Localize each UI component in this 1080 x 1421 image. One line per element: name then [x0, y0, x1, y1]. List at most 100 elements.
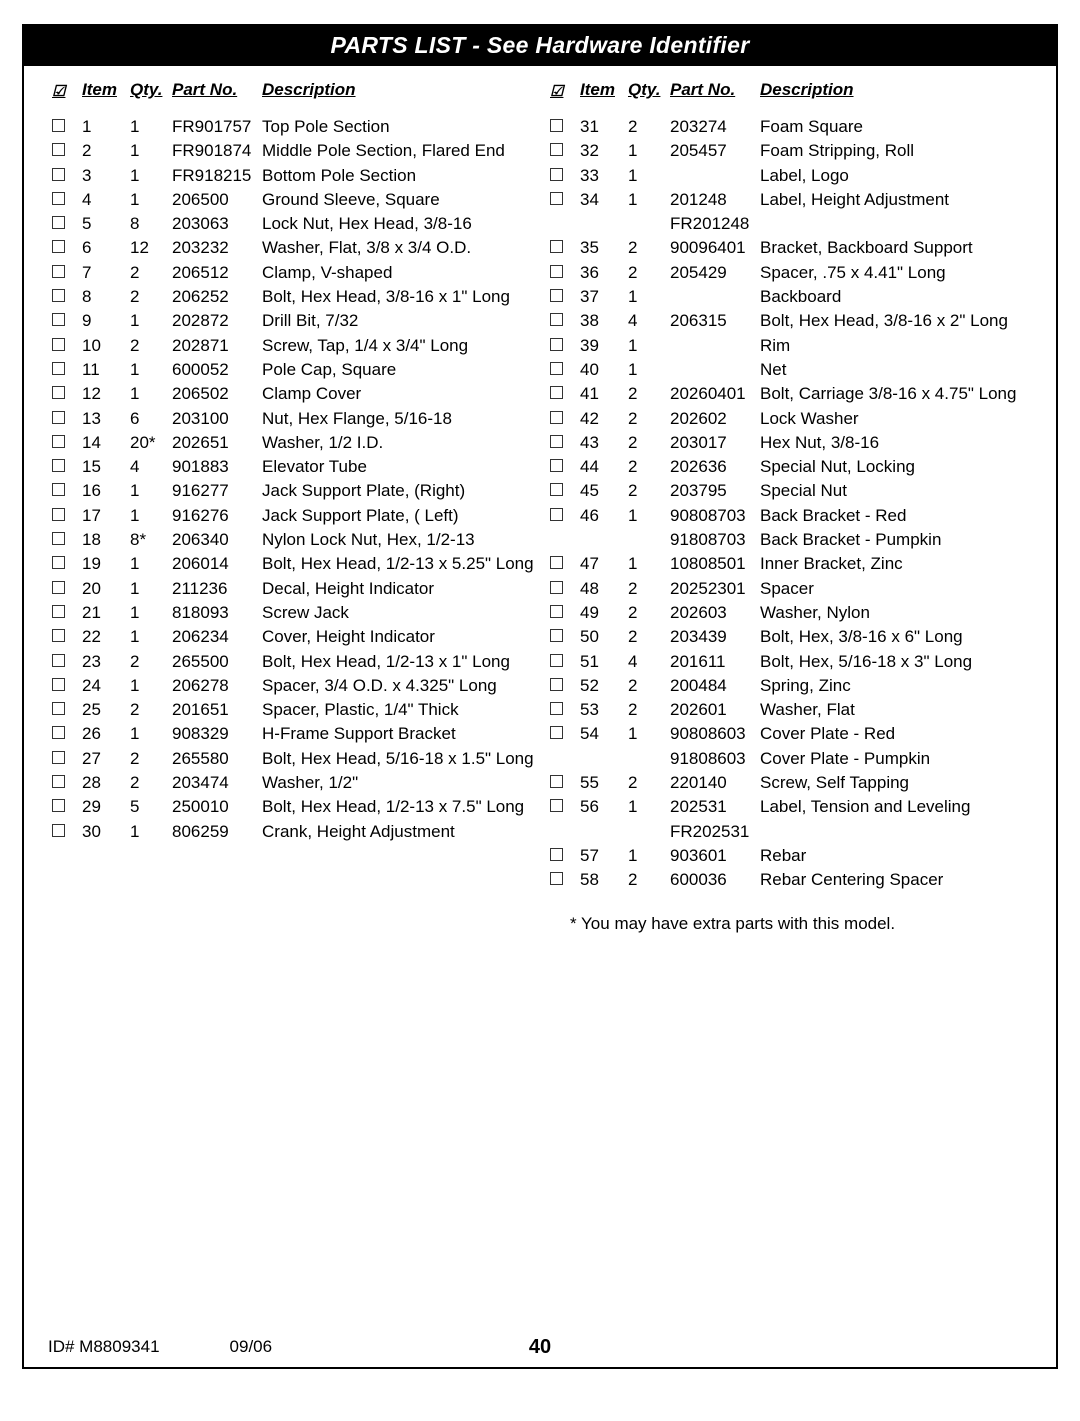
part-no: 250010 — [172, 798, 262, 815]
checkbox[interactable] — [550, 191, 580, 208]
checkbox[interactable] — [52, 215, 82, 232]
qty: 1 — [628, 167, 670, 184]
checkbox[interactable] — [52, 118, 82, 135]
qty: 1 — [130, 628, 172, 645]
checkbox[interactable] — [550, 337, 580, 354]
description: Top Pole Section — [262, 118, 536, 135]
parts-row: 72206512Clamp, V-shaped — [52, 264, 536, 281]
qty: 1 — [628, 507, 670, 524]
item-no: 35 — [580, 239, 628, 256]
checkbox[interactable] — [550, 410, 580, 427]
checkbox[interactable] — [550, 580, 580, 597]
item-no: 13 — [82, 410, 130, 427]
checkbox[interactable] — [550, 142, 580, 159]
checkbox[interactable] — [52, 385, 82, 402]
parts-row: 371Backboard — [550, 288, 1034, 305]
qty: 1 — [628, 798, 670, 815]
parts-row: 31FR918215Bottom Pole Section — [52, 167, 536, 184]
checkbox[interactable] — [550, 507, 580, 524]
checkbox[interactable] — [52, 604, 82, 621]
item-no: 40 — [580, 361, 628, 378]
checkbox[interactable] — [52, 167, 82, 184]
checkbox[interactable] — [52, 507, 82, 524]
checkbox[interactable] — [52, 701, 82, 718]
part-no: 20252301 — [670, 580, 760, 597]
checkbox[interactable] — [550, 677, 580, 694]
part-no: 206502 — [172, 385, 262, 402]
item-no: 34 — [580, 191, 628, 208]
checkbox[interactable] — [52, 653, 82, 670]
checkbox[interactable] — [52, 361, 82, 378]
checkbox[interactable] — [550, 774, 580, 791]
checkbox[interactable] — [52, 580, 82, 597]
parts-row: 35290096401Bracket, Backboard Support — [550, 239, 1034, 256]
checkbox[interactable] — [52, 410, 82, 427]
checkbox[interactable] — [52, 142, 82, 159]
checkbox[interactable] — [52, 337, 82, 354]
checkbox[interactable] — [550, 482, 580, 499]
checkbox[interactable] — [52, 798, 82, 815]
checkbox[interactable] — [52, 434, 82, 451]
checkbox[interactable] — [550, 167, 580, 184]
checkbox[interactable] — [52, 555, 82, 572]
description: Screw Jack — [262, 604, 536, 621]
checkbox[interactable] — [52, 191, 82, 208]
part-no: 201651 — [172, 701, 262, 718]
item-no: 42 — [580, 410, 628, 427]
item-no: 5 — [82, 215, 130, 232]
checkbox[interactable] — [52, 823, 82, 840]
checkbox[interactable] — [550, 604, 580, 621]
description: Screw, Self Tapping — [760, 774, 1034, 791]
checkbox[interactable] — [550, 264, 580, 281]
qty: 1 — [130, 677, 172, 694]
checkbox[interactable] — [52, 725, 82, 742]
parts-row: 161916277Jack Support Plate, (Right) — [52, 482, 536, 499]
checkbox[interactable] — [52, 288, 82, 305]
checkbox[interactable] — [550, 798, 580, 815]
checkbox[interactable] — [550, 434, 580, 451]
parts-row: 82206252Bolt, Hex Head, 3/8-16 x 1" Long — [52, 288, 536, 305]
checkbox[interactable] — [550, 361, 580, 378]
checkbox[interactable] — [52, 482, 82, 499]
checkbox[interactable] — [52, 239, 82, 256]
qty: 2 — [130, 337, 172, 354]
checkbox[interactable] — [550, 385, 580, 402]
description: Screw, Tap, 1/4 x 3/4" Long — [262, 337, 536, 354]
checkbox[interactable] — [52, 677, 82, 694]
checkbox[interactable] — [52, 750, 82, 767]
checkbox[interactable] — [550, 239, 580, 256]
checkbox[interactable] — [52, 458, 82, 475]
description: Spacer, .75 x 4.41" Long — [760, 264, 1034, 281]
checkbox[interactable] — [550, 701, 580, 718]
part-no: 203063 — [172, 215, 262, 232]
parts-row: 282203474Washer, 1/2" — [52, 774, 536, 791]
part-no: 90096401 — [670, 239, 760, 256]
checkbox[interactable] — [550, 312, 580, 329]
checkbox[interactable] — [52, 774, 82, 791]
item-no: 18 — [82, 531, 130, 548]
checkbox[interactable] — [550, 847, 580, 864]
part-no: 206234 — [172, 628, 262, 645]
checkbox[interactable] — [550, 628, 580, 645]
checkbox[interactable] — [550, 458, 580, 475]
checkbox[interactable] — [52, 264, 82, 281]
checkbox[interactable] — [52, 628, 82, 645]
description: Back Bracket - Red — [760, 507, 1034, 524]
checkbox[interactable] — [550, 118, 580, 135]
checkbox[interactable] — [52, 312, 82, 329]
description: Drill Bit, 7/32 — [262, 312, 536, 329]
checkbox[interactable] — [550, 725, 580, 742]
parts-row: 561202531Label, Tension and Leveling — [550, 798, 1034, 815]
checkbox[interactable] — [52, 531, 82, 548]
parts-row: 252201651Spacer, Plastic, 1/4" Thick — [52, 701, 536, 718]
checkbox[interactable] — [550, 871, 580, 888]
checkbox[interactable] — [550, 555, 580, 572]
item-no: 17 — [82, 507, 130, 524]
hdr-part: Part No. — [172, 80, 262, 100]
qty: 1 — [130, 580, 172, 597]
checkbox[interactable] — [550, 653, 580, 670]
part-no: 202872 — [172, 312, 262, 329]
part-no: 205457 — [670, 142, 760, 159]
checkbox[interactable] — [550, 288, 580, 305]
part-no: 903601 — [670, 847, 760, 864]
